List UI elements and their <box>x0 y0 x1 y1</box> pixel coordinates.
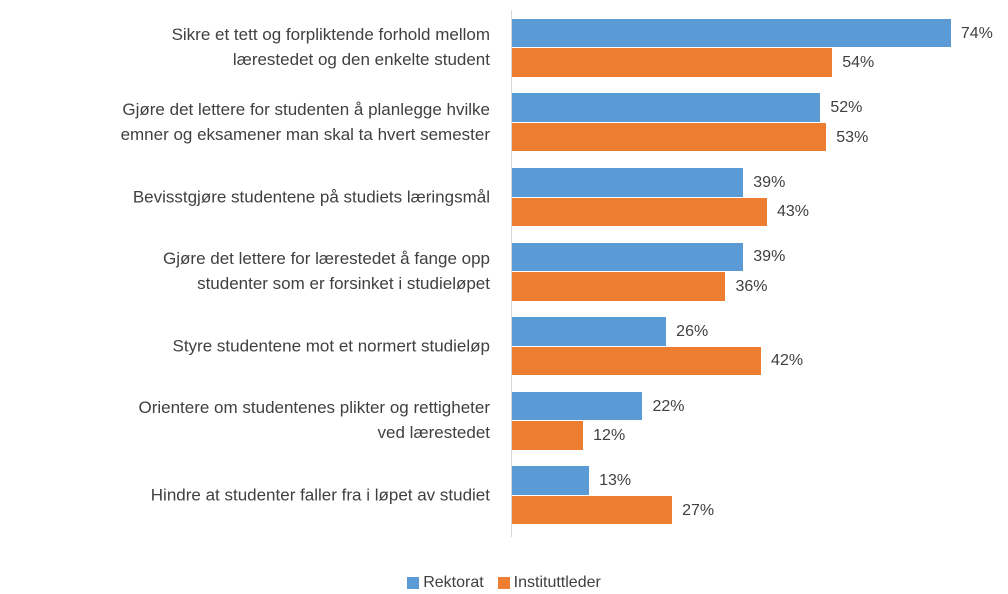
category-label: Sikre et tett og forpliktende forhold me… <box>171 25 490 70</box>
bar <box>512 122 827 152</box>
legend-item: Rektorat <box>407 574 484 592</box>
bar <box>512 242 744 272</box>
bar <box>512 421 584 450</box>
legend-label: Rektorat <box>423 574 484 591</box>
category-label: Bevisstgjøre studentene på studiets læri… <box>132 187 490 206</box>
bar <box>512 391 643 421</box>
legend-item: Instituttleder <box>497 574 601 592</box>
bar <box>512 272 726 301</box>
category-label: Hindre at studenter faller fra i løpet a… <box>150 485 490 505</box>
value-label: 52% <box>830 99 863 117</box>
bar <box>512 48 833 77</box>
category-label: Gjøre det lettere for lærestedet å fange… <box>163 249 490 294</box>
legend-swatch <box>497 577 510 589</box>
value-label: 53% <box>836 128 869 146</box>
bar <box>512 93 821 122</box>
value-label: 12% <box>593 427 626 445</box>
category-label: Orientere om studentenes plikter og rett… <box>138 398 490 443</box>
bar <box>512 317 667 346</box>
value-label: 54% <box>842 54 875 72</box>
bar <box>512 18 951 48</box>
bar <box>512 495 673 525</box>
value-label: 13% <box>599 472 632 490</box>
bar <box>512 168 744 197</box>
category-label: Gjøre det lettere for studenten å planle… <box>120 99 490 144</box>
value-label: 74% <box>960 24 993 42</box>
value-label: 26% <box>676 322 709 340</box>
value-label: 42% <box>771 352 804 370</box>
category-label: Styre studentene mot et normert studielø… <box>172 336 491 356</box>
value-label: 39% <box>753 173 786 191</box>
legend-swatch <box>407 577 420 589</box>
value-label: 22% <box>652 397 685 415</box>
bar <box>512 346 762 376</box>
bar <box>512 466 590 495</box>
value-label: 43% <box>776 203 810 221</box>
axis-line <box>511 10 512 537</box>
bar <box>512 197 767 226</box>
value-label: 39% <box>753 248 786 266</box>
legend-label: Instituttleder <box>513 574 601 591</box>
legend: Rektorat Instituttleder <box>0 574 1008 592</box>
value-label: 36% <box>735 277 768 295</box>
value-label: 27% <box>682 501 715 519</box>
